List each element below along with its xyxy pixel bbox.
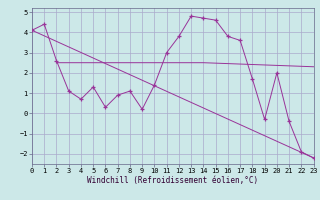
X-axis label: Windchill (Refroidissement éolien,°C): Windchill (Refroidissement éolien,°C) [87, 176, 258, 185]
